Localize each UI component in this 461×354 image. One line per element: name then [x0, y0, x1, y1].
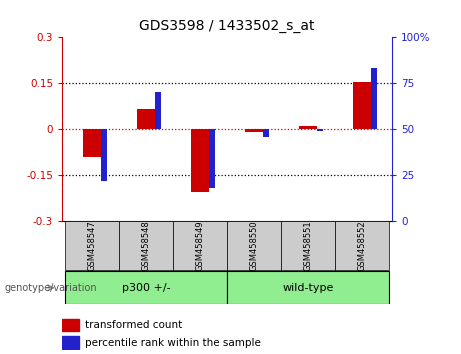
- Text: percentile rank within the sample: percentile rank within the sample: [85, 338, 261, 348]
- Bar: [65, 271, 227, 304]
- Bar: [101, 129, 106, 181]
- Bar: [155, 92, 160, 129]
- Text: GSM458548: GSM458548: [142, 220, 150, 271]
- Text: p300 +/-: p300 +/-: [122, 283, 170, 293]
- Bar: [62, 336, 79, 349]
- Text: genotype/variation: genotype/variation: [5, 283, 97, 293]
- Bar: [300, 126, 317, 129]
- Text: transformed count: transformed count: [85, 320, 183, 330]
- Bar: [173, 221, 227, 269]
- Text: GSM458547: GSM458547: [88, 220, 96, 271]
- Bar: [281, 221, 335, 269]
- Text: GSM458552: GSM458552: [358, 220, 366, 271]
- Title: GDS3598 / 1433502_s_at: GDS3598 / 1433502_s_at: [139, 19, 315, 33]
- Bar: [317, 129, 323, 131]
- Text: wild-type: wild-type: [283, 283, 334, 293]
- Bar: [65, 221, 119, 269]
- Bar: [191, 129, 209, 192]
- Bar: [371, 68, 377, 129]
- Bar: [227, 271, 389, 304]
- Bar: [354, 82, 371, 129]
- Bar: [62, 319, 79, 331]
- Bar: [83, 129, 100, 157]
- Bar: [227, 221, 281, 269]
- Bar: [119, 221, 173, 269]
- Text: GSM458550: GSM458550: [249, 220, 259, 271]
- Bar: [209, 129, 215, 188]
- Bar: [335, 221, 389, 269]
- Text: GSM458551: GSM458551: [304, 220, 313, 271]
- Bar: [263, 129, 269, 137]
- Bar: [245, 129, 263, 132]
- Text: GSM458549: GSM458549: [195, 220, 205, 271]
- Bar: [137, 109, 154, 129]
